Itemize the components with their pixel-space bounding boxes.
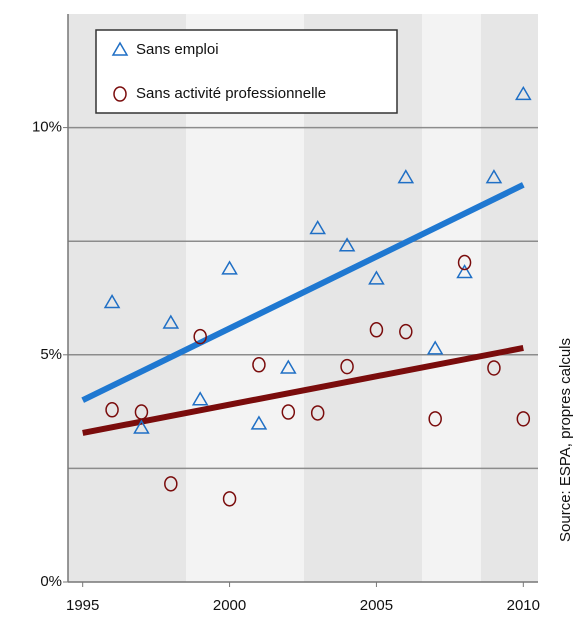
point [250, 415, 268, 430]
point [456, 264, 473, 279]
point [162, 314, 180, 329]
x-tick-label: 2000 [213, 597, 246, 614]
point [191, 391, 209, 406]
point [338, 237, 356, 252]
point [487, 360, 501, 376]
point [280, 359, 297, 374]
x-tick-label: 2005 [360, 597, 393, 614]
point [397, 169, 415, 184]
point [515, 85, 532, 101]
point [193, 328, 207, 345]
band [481, 14, 538, 582]
y-tick-label: 5% [40, 346, 62, 363]
trend-line [82, 345, 524, 436]
point [369, 322, 384, 338]
legend-label: Sans activité professionnelle [136, 85, 326, 102]
y-tick-label: 0% [40, 573, 62, 590]
legend-marker [111, 41, 129, 56]
point [221, 260, 238, 275]
source-note: Source: ESPA, propres calculs [557, 338, 574, 542]
point [164, 476, 178, 492]
point [222, 491, 237, 507]
trend-line [81, 182, 525, 403]
point [103, 294, 121, 309]
point [133, 419, 150, 434]
point [428, 411, 442, 427]
point [310, 405, 325, 421]
legend-marker [113, 86, 127, 102]
point [340, 358, 354, 375]
point [485, 169, 503, 184]
y-tick-label: 10% [32, 119, 62, 136]
point [516, 411, 531, 427]
point [134, 404, 149, 420]
point [426, 340, 444, 355]
point [457, 254, 472, 271]
point [281, 404, 296, 420]
point [252, 357, 266, 373]
x-tick-label: 1995 [66, 597, 99, 614]
point [309, 219, 326, 235]
point [368, 270, 385, 285]
point [105, 402, 119, 418]
legend-label: Sans emploi [136, 41, 219, 58]
point [399, 323, 413, 340]
band [422, 14, 481, 582]
legend-box [95, 29, 398, 114]
x-tick-label: 2010 [507, 597, 540, 614]
